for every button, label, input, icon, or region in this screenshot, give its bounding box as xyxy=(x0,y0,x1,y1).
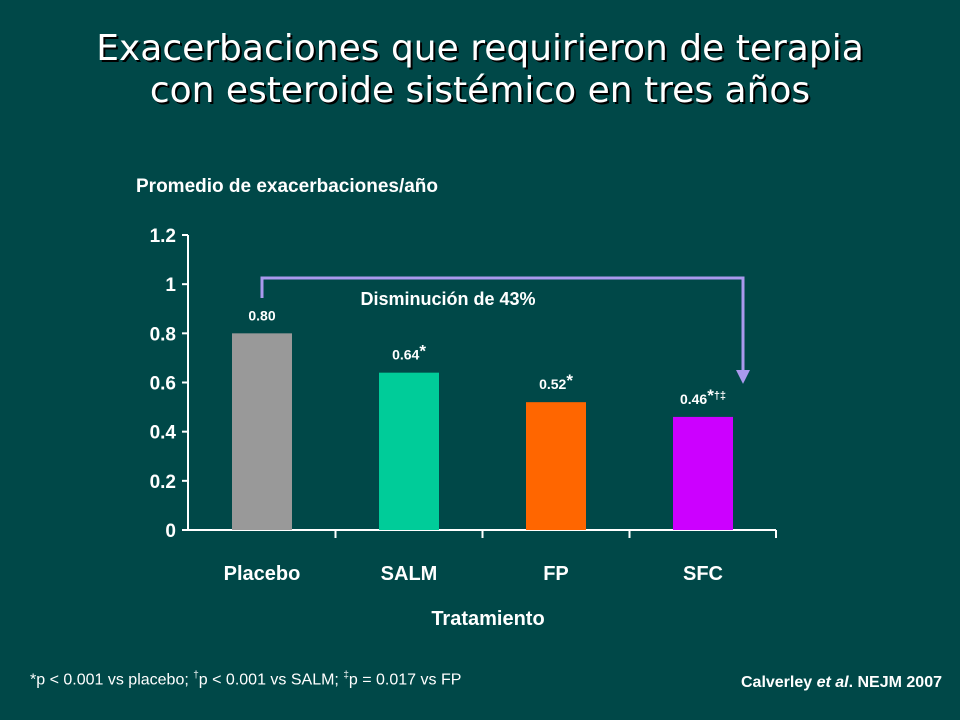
category-label: FP xyxy=(543,563,569,585)
y-tick-label: 1 xyxy=(165,275,176,296)
y-tick-label: 0.2 xyxy=(150,472,176,493)
value-label: 0.64* xyxy=(392,342,426,363)
bar-placebo xyxy=(232,333,292,530)
footnote-part-2: p < 0.001 vs SALM; xyxy=(198,671,344,689)
footnote-double-dagger: ‡ xyxy=(343,670,349,681)
category-label: SALM xyxy=(381,563,438,585)
y-axis-label: Promedio de exacerbaciones/año xyxy=(136,176,439,197)
value-label: 0.80 xyxy=(248,307,275,323)
citation-rest: . NEJM 2007 xyxy=(848,674,942,691)
value-label: 0.52* xyxy=(539,371,573,392)
annotation-text: Disminución de 43% xyxy=(360,289,535,309)
footnote-part-1: *p < 0.001 vs placebo; xyxy=(30,671,194,689)
y-tick-label: 0.6 xyxy=(150,374,176,395)
reduction-arrow xyxy=(260,276,750,384)
y-tick-label: 0 xyxy=(165,521,176,542)
title-line-2: con esteroide sistémico en tres años xyxy=(149,70,811,111)
bar-sfc xyxy=(673,416,733,530)
slide-title: Exacerbaciones que requirieron de terapi… xyxy=(0,28,960,112)
bar-fp xyxy=(526,402,586,530)
category-label: Placebo xyxy=(224,563,301,585)
citation-author: Calverley xyxy=(740,674,817,691)
footnote: *p < 0.001 vs placebo; †p < 0.001 vs SAL… xyxy=(30,670,461,689)
footnote-dagger: † xyxy=(193,670,199,681)
bar-salm xyxy=(379,372,439,530)
y-tick-label: 0.4 xyxy=(150,423,177,444)
footnote-part-3: p = 0.017 vs FP xyxy=(348,671,462,689)
x-axis-label: Tratamiento xyxy=(431,608,544,630)
y-tick-label: 1.2 xyxy=(150,226,176,247)
value-label: 0.46*†‡ xyxy=(680,386,726,407)
citation: Calverley et al. NEJM 2007 xyxy=(741,674,942,692)
citation-etal: et al xyxy=(816,674,849,691)
y-tick-label: 0.8 xyxy=(150,324,176,345)
title-line-1: Exacerbaciones que requirieron de terapi… xyxy=(96,28,864,69)
category-label: SFC xyxy=(683,563,723,585)
